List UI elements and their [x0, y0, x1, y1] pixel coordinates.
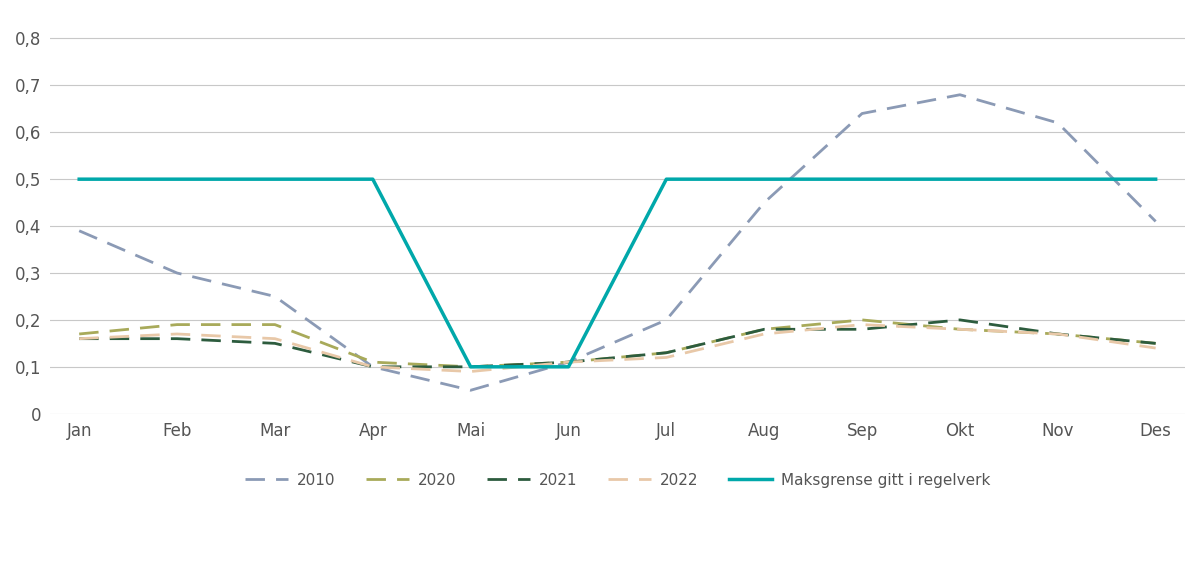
Legend: 2010, 2020, 2021, 2022, Maksgrense gitt i regelverk: 2010, 2020, 2021, 2022, Maksgrense gitt … [239, 467, 996, 494]
